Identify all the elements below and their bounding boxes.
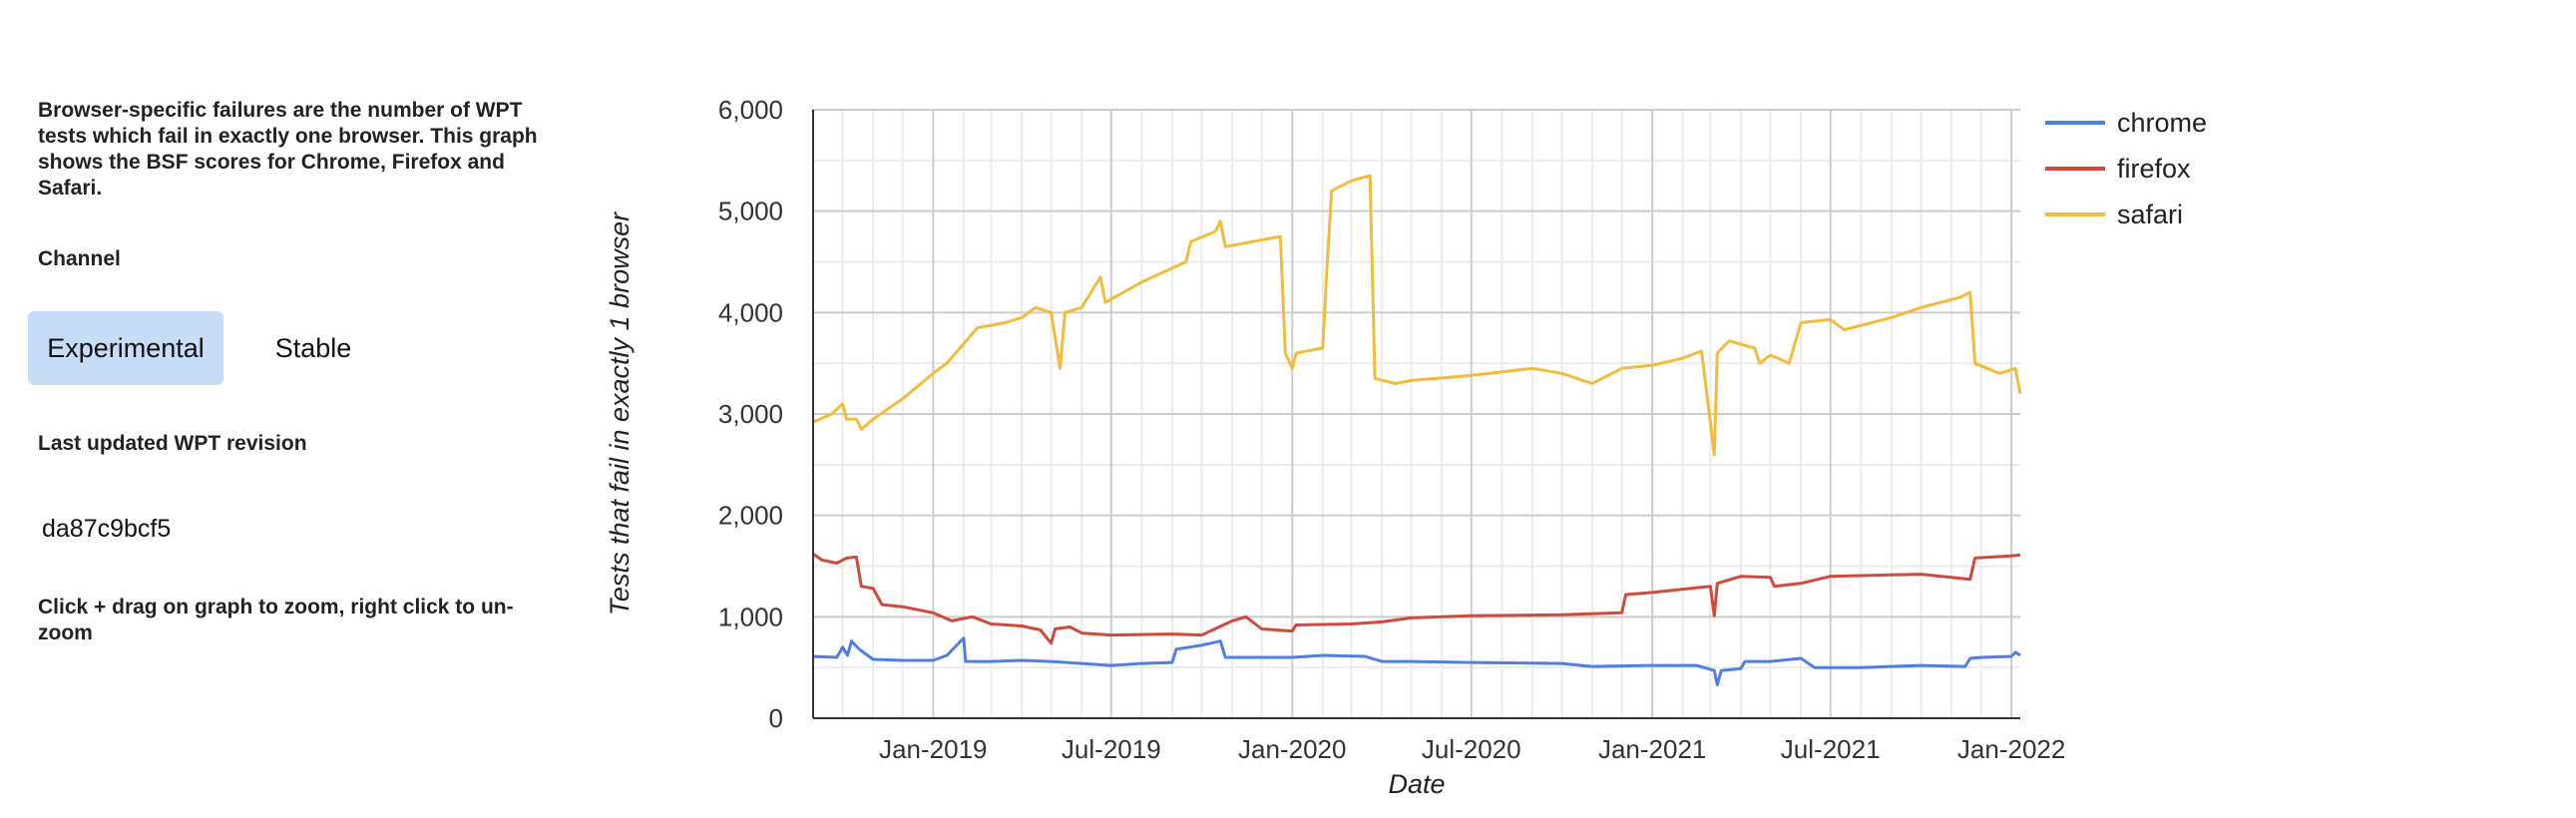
bsf-line-chart[interactable]: 0 1,000 2,000 3,000 4,000 5,000 6,000 Jan-2019…: [599, 0, 2576, 818]
y-tick-label: 0: [769, 703, 783, 733]
series-line-firefox[interactable]: [812, 553, 2021, 645]
y-tick-label: 4,000: [718, 297, 783, 327]
x-tick-label: Jan-2021: [1598, 734, 1706, 764]
legend-label-chrome: chrome: [2117, 108, 2207, 138]
x-tick-label: Jul-2021: [1781, 734, 1881, 764]
major-gridlines: [813, 109, 2020, 718]
x-tick-label: Jul-2019: [1062, 734, 1161, 764]
y-tick-label: 3,000: [718, 399, 783, 429]
sidebar: Browser-specific failures are the number…: [0, 0, 599, 818]
x-tick-label: Jan-2019: [879, 734, 987, 764]
channel-experimental-button[interactable]: Experimental: [28, 311, 223, 385]
x-tick-label: Jul-2020: [1422, 734, 1521, 764]
zoom-hint: Click + drag on graph to zoom, right cli…: [38, 596, 514, 644]
y-tick-label: 6,000: [718, 95, 783, 125]
y-tick-label: 1,000: [718, 602, 783, 631]
x-tick-label: Jan-2022: [1957, 734, 2065, 764]
legend-label-firefox: firefox: [2117, 154, 2191, 184]
channel-label: Channel: [38, 247, 121, 270]
legend-label-safari: safari: [2117, 200, 2183, 229]
legend: chrome firefox safari: [2045, 108, 2207, 229]
y-tick-label: 2,000: [718, 501, 783, 531]
chart-description: Browser-specific failures are the number…: [38, 99, 538, 200]
y-axis-title: Tests that fail in exactly 1 browser: [605, 211, 635, 615]
y-tick-label: 5,000: [718, 197, 783, 226]
x-tick-label: Jan-2020: [1238, 734, 1346, 764]
wpt-revision-value: da87c9bcf5: [42, 515, 172, 543]
y-axis-ticks: 0 1,000 2,000 3,000 4,000 5,000 6,000: [718, 95, 783, 733]
series-line-chrome[interactable]: [812, 636, 2021, 686]
x-axis-ticks: Jan-2019 Jul-2019 Jan-2020 Jul-2020 Jan-2021…: [879, 734, 2065, 764]
series-lines: [812, 174, 2022, 686]
x-axis-title: Date: [1388, 769, 1445, 799]
last-updated-label: Last updated WPT revision: [38, 432, 307, 455]
series-line-safari[interactable]: [812, 174, 2022, 457]
channel-stable-button[interactable]: Stable: [253, 311, 373, 385]
